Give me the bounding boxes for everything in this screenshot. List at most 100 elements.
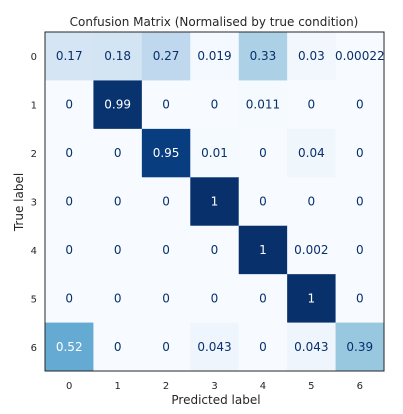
cell-value-label-r6-c1: 0 — [114, 340, 122, 354]
cell-value-label-r3-c4: 0 — [259, 195, 267, 209]
heatmap-cell-r6-c1 — [93, 322, 143, 372]
heatmap-cell-r4-c1 — [93, 225, 143, 275]
cell-value-label-r2-c5: 0.04 — [298, 146, 325, 160]
heatmap-cell-r5-c6 — [335, 274, 385, 324]
cell-value-label-r5-c5: 1 — [308, 291, 316, 305]
cell-value-label-r1-c5: 0 — [308, 98, 316, 112]
heatmap-cell-r3-c2 — [141, 177, 191, 227]
cell-value-label-r2-c1: 0 — [114, 146, 122, 160]
heatmap-cell-r4-c2 — [141, 225, 191, 275]
x-tick-label-5: 5 — [308, 381, 314, 392]
y-axis-label: True label — [12, 173, 26, 232]
heatmap-cell-r3-c5 — [287, 177, 337, 227]
heatmap-cell-r3-c4 — [238, 177, 288, 227]
y-axis-ticks: 0 1 2 3 4 5 6 — [31, 52, 37, 354]
heatmap-cell-r1-c5 — [287, 80, 337, 130]
cell-value-label-r4-c6: 0 — [356, 243, 364, 257]
heatmap-cell-r0-c1 — [93, 32, 143, 81]
cell-value-label-r5-c3: 0 — [211, 291, 219, 305]
x-tick-label-2: 2 — [163, 381, 169, 392]
cell-value-label-r3-c0: 0 — [65, 195, 73, 209]
cell-value-label-r3-c1: 0 — [114, 195, 122, 209]
heatmap-cell-r6-c3 — [190, 322, 240, 372]
heatmap-cell-r5-c3 — [190, 274, 240, 324]
heatmap-cell-r4-c6 — [335, 225, 385, 275]
cell-value-label-r6-c2: 0 — [162, 340, 170, 354]
x-tick-label-4: 4 — [260, 381, 266, 392]
cell-value-label-r3-c3: 1 — [211, 195, 219, 209]
heatmap-cell-r2-c1 — [93, 128, 143, 178]
cell-value-label-r1-c1: 0.99 — [104, 98, 131, 112]
heatmap-cell-r3-c3 — [190, 177, 240, 227]
heatmap-cell-r3-c1 — [93, 177, 143, 227]
cell-value-label-r1-c6: 0 — [356, 98, 364, 112]
heatmap-cell-r0-c6 — [335, 32, 385, 81]
cell-value-label-r0-c2: 0.27 — [153, 49, 180, 63]
cell-value-label-r3-c5: 0 — [308, 195, 316, 209]
heatmap-cell-r2-c4 — [238, 128, 288, 178]
heatmap-cell-r6-c5 — [287, 322, 337, 372]
heatmap-cell-r3-c6 — [335, 177, 385, 227]
cell-value-labels: 0.17 0.18 0.27 0.019 0.33 0.03 0.00022 0 0.99 0 0 0… — [56, 49, 385, 354]
heatmap-cell-r2-c6 — [335, 128, 385, 178]
heatmap-cell-r0-c4 — [238, 32, 288, 81]
cell-value-label-r6-c0: 0.52 — [56, 340, 83, 354]
heatmap-cell-r0-c2 — [141, 32, 191, 81]
heatmap-cell-r3-c0 — [45, 177, 94, 227]
y-tick-label-3: 3 — [31, 198, 37, 209]
heatmap-cell-r4-c0 — [45, 225, 94, 275]
cell-value-label-r6-c3: 0.043 — [197, 340, 231, 354]
cell-value-label-r3-c6: 0 — [356, 195, 364, 209]
cell-value-label-r4-c5: 0.002 — [294, 243, 328, 257]
cell-value-label-r0-c3: 0.019 — [197, 49, 231, 63]
chart-title: Confusion Matrix (Normalised by true con… — [70, 15, 359, 29]
heatmap-cell-r5-c2 — [141, 274, 191, 324]
x-tick-label-6: 6 — [357, 381, 363, 392]
heatmap-cell-r4-c3 — [190, 225, 240, 275]
heatmap-cell-r1-c4 — [238, 80, 288, 130]
cell-value-label-r0-c5: 0.03 — [298, 49, 325, 63]
cell-value-label-r2-c6: 0 — [356, 146, 364, 160]
x-tick-label-3: 3 — [211, 381, 217, 392]
heatmap-cell-r5-c4 — [238, 274, 288, 324]
heatmap-cell-r4-c4 — [238, 225, 288, 275]
heatmap-cell-r1-c1 — [93, 80, 143, 130]
heatmap-cell-r2-c0 — [45, 128, 94, 178]
heatmap-cell-r0-c0 — [45, 32, 94, 81]
cell-value-label-r4-c0: 0 — [65, 243, 73, 257]
heatmap-cell-r1-c0 — [45, 80, 94, 130]
cell-value-label-r5-c1: 0 — [114, 291, 122, 305]
heatmap-cell-r2-c5 — [287, 128, 337, 178]
heatmap-cells — [45, 32, 385, 372]
cell-value-label-r1-c4: 0.011 — [246, 98, 280, 112]
heatmap-cell-r0-c5 — [287, 32, 337, 81]
cell-value-label-r1-c0: 0 — [65, 98, 73, 112]
x-axis-label: Predicted label — [171, 393, 260, 407]
heatmap-cell-r4-c5 — [287, 225, 337, 275]
cell-value-label-r6-c5: 0.043 — [294, 340, 328, 354]
heatmap-cell-r5-c1 — [93, 274, 143, 324]
heatmap-cell-r2-c3 — [190, 128, 240, 178]
cell-value-label-r2-c4: 0 — [259, 146, 267, 160]
y-tick-label-2: 2 — [31, 149, 37, 160]
cell-value-label-r2-c3: 0.01 — [201, 146, 228, 160]
y-tick-label-1: 1 — [31, 101, 37, 112]
cell-value-label-r5-c6: 0 — [356, 291, 364, 305]
heatmap-cell-r1-c3 — [190, 80, 240, 130]
cell-value-label-r5-c2: 0 — [162, 291, 170, 305]
heatmap-cell-r6-c2 — [141, 322, 191, 372]
cell-value-label-r5-c4: 0 — [259, 291, 267, 305]
cell-value-label-r0-c4: 0.33 — [250, 49, 277, 63]
cell-value-label-r0-c6: 0.00022 — [335, 49, 385, 63]
y-tick-label-5: 5 — [31, 294, 37, 305]
cell-value-label-r4-c1: 0 — [114, 243, 122, 257]
y-tick-label-4: 4 — [31, 246, 37, 257]
heatmap-cell-r1-c2 — [141, 80, 191, 130]
heatmap-cell-r1-c6 — [335, 80, 385, 130]
cell-value-label-r5-c0: 0 — [65, 291, 73, 305]
heatmap-cell-r5-c5 — [287, 274, 337, 324]
plot-frame — [44, 31, 385, 372]
cell-value-label-r2-c0: 0 — [65, 146, 73, 160]
